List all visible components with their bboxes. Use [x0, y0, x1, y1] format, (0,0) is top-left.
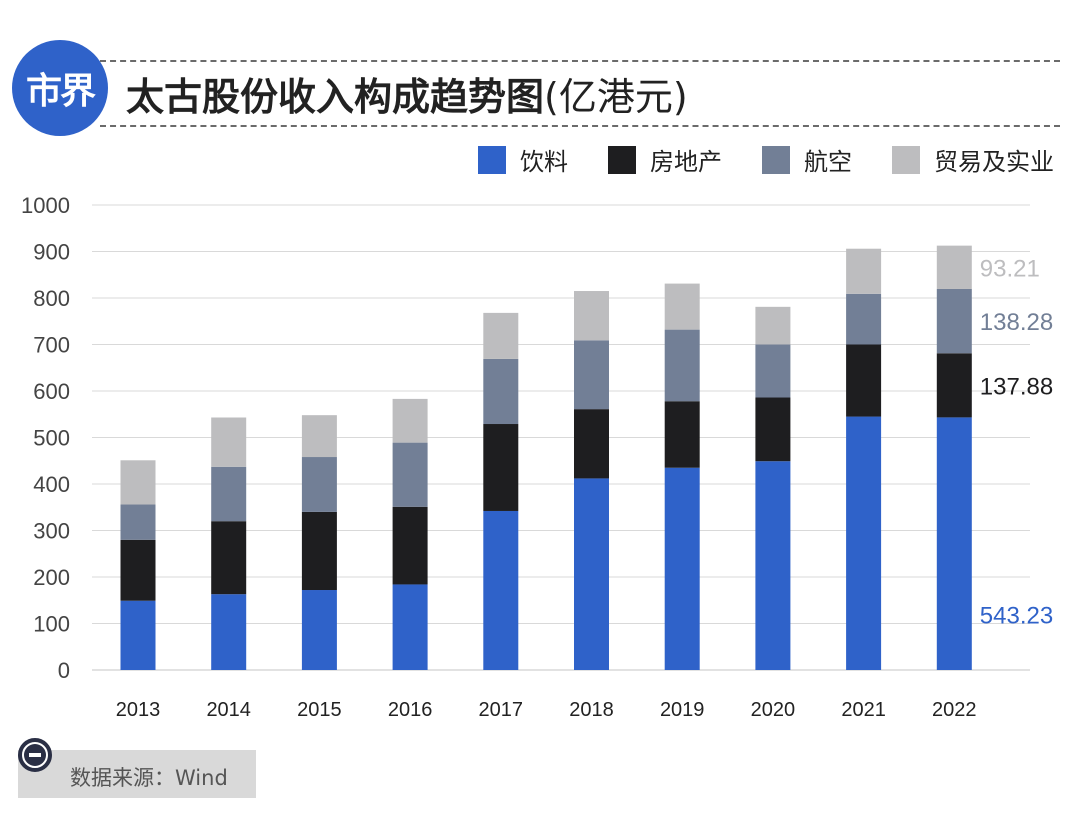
bar-segment	[301, 415, 337, 458]
y-tick-label: 0	[58, 658, 70, 683]
bar-segment	[392, 506, 428, 585]
bar-segment	[664, 467, 700, 670]
bar-segment	[120, 504, 156, 540]
x-tick-label: 2018	[569, 699, 614, 721]
bar-segment	[120, 600, 156, 670]
bar-segment	[936, 288, 972, 354]
data-label: 93.21	[980, 255, 1040, 282]
bar-segment	[574, 478, 609, 670]
bar-segment	[936, 353, 972, 418]
data-label: 543.23	[980, 602, 1053, 629]
x-tick-label: 2020	[751, 699, 796, 721]
data-source-box	[18, 750, 256, 798]
bar-segment	[936, 417, 972, 670]
x-tick-label: 2022	[932, 699, 977, 721]
data-label: 138.28	[980, 309, 1053, 336]
x-tick-label: 2019	[660, 699, 705, 721]
legend-swatch	[478, 145, 506, 174]
brand-logo: 市界	[12, 40, 108, 136]
bar-segment	[846, 344, 882, 417]
bar-segment	[211, 594, 247, 670]
bar-segment	[664, 329, 700, 402]
bar-segment	[301, 511, 337, 591]
y-tick-label: 700	[33, 333, 70, 358]
y-tick-label: 100	[33, 612, 70, 637]
data-source-text: 数据来源：Wind	[70, 766, 228, 790]
bar-segment	[483, 510, 519, 670]
bar-segment	[574, 291, 609, 341]
legend-label: 房地产	[650, 148, 722, 176]
bar-segment	[483, 358, 519, 425]
legend-label: 贸易及实业	[934, 148, 1054, 176]
bar-segment	[483, 312, 519, 359]
y-tick-label: 400	[33, 472, 70, 497]
legend-swatch	[608, 145, 636, 174]
legend-item: 贸易及实业	[892, 142, 1054, 177]
bar-segment	[392, 442, 428, 507]
y-tick-label: 200	[33, 565, 70, 590]
bar-segment	[211, 417, 247, 467]
bar-segment	[755, 344, 791, 398]
legend-label: 航空	[804, 148, 852, 176]
legend-swatch	[762, 145, 790, 174]
legend-label: 饮料	[520, 148, 568, 176]
y-tick-label: 1000	[21, 193, 70, 218]
y-tick-label: 300	[33, 519, 70, 544]
bar-segment	[211, 466, 247, 522]
stacked-bar-chart: 0 100 200 300 400 500 600 700 800 900 1000 2013 2014…	[21, 193, 1053, 721]
chart-header: 市界 太古股份收入构成趋势图(亿港元)	[0, 0, 1080, 140]
legend-swatch	[892, 145, 920, 174]
bar-segment	[755, 397, 791, 462]
y-tick-label: 800	[33, 286, 70, 311]
bar-segment	[483, 424, 519, 511]
x-tick-label: 2014	[206, 699, 251, 721]
chart-title-unit: (亿港元)	[544, 75, 688, 119]
bar-segment	[392, 398, 428, 443]
chart-title-text: 太古股份收入构成趋势图	[126, 75, 545, 119]
x-tick-label: 2017	[479, 699, 524, 721]
bar-segment	[301, 590, 337, 670]
bar-segment	[574, 340, 609, 410]
x-tick-label: 2015	[297, 699, 342, 721]
legend-item: 房地产	[608, 142, 722, 177]
bar-segment	[120, 460, 156, 505]
bar-segment	[846, 416, 882, 670]
x-tick-label: 2021	[841, 699, 886, 721]
bar-segment	[846, 293, 882, 345]
chart-legend: 饮料 房地产 航空 贸易及实业	[438, 142, 1054, 177]
y-tick-label: 600	[33, 379, 70, 404]
bar-segment	[211, 521, 247, 595]
bar-segment	[664, 283, 700, 330]
bar-segment	[755, 306, 791, 345]
y-tick-label: 500	[33, 426, 70, 451]
x-tick-label: 2016	[388, 699, 433, 721]
bar-segment	[846, 248, 882, 294]
header-dashed-line-bottom	[100, 125, 1060, 127]
x-tick-label: 2013	[116, 699, 161, 721]
bar-segment	[120, 539, 156, 601]
y-tick-label: 900	[33, 240, 70, 265]
chart-title: 太古股份收入构成趋势图(亿港元)	[126, 66, 688, 121]
bar-segment	[574, 409, 609, 479]
data-source: 数据来源：Wind	[18, 738, 258, 798]
bar-segment	[301, 457, 337, 512]
legend-item: 航空	[762, 142, 852, 177]
bar-segment	[936, 245, 972, 289]
bar-segment	[664, 401, 700, 468]
data-label: 137.88	[980, 373, 1053, 400]
header-dashed-line-top	[100, 60, 1060, 62]
legend-item: 饮料	[478, 142, 568, 177]
minus-circle-icon	[18, 738, 52, 772]
brand-logo-text: 市界	[25, 71, 96, 112]
bar-segment	[392, 584, 428, 670]
bar-segment	[755, 461, 791, 670]
